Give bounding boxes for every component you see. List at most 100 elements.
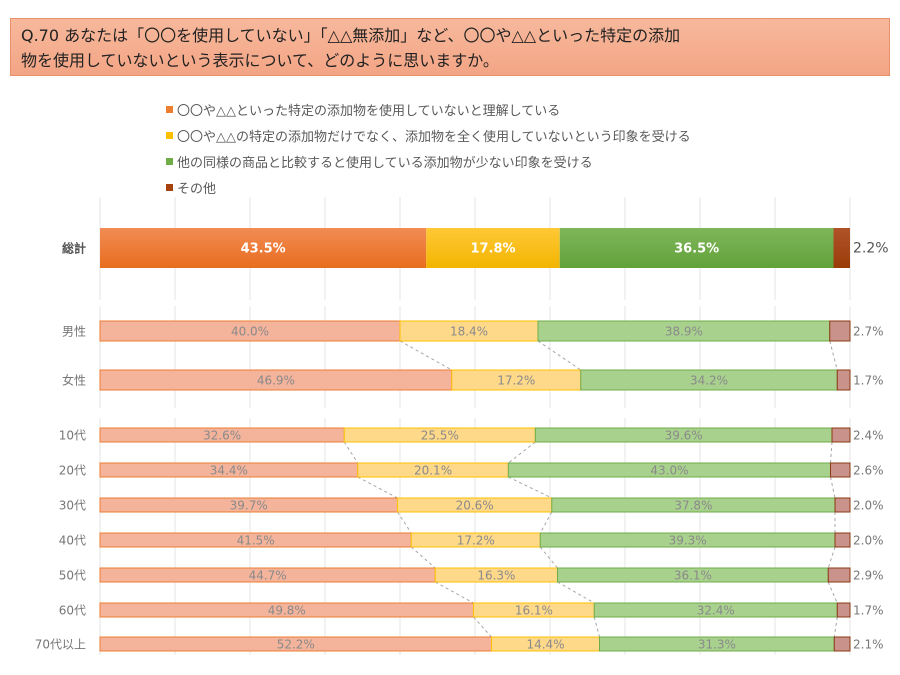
data-label: 18.4%: [450, 325, 488, 339]
category-label: 50代: [59, 569, 86, 583]
series-connector-line: [357, 476, 398, 499]
legend-item-understand: 〇〇や△△といった特定の添加物を使用していないと理解している: [166, 96, 691, 122]
question-title-line-1: Q.70 あなたは「〇〇を使用していない」「△△無添加」など、〇〇や△△といった…: [21, 26, 681, 45]
legend-item-other: その他: [166, 174, 691, 200]
data-label: 40.0%: [231, 325, 269, 339]
series-connector-line: [539, 546, 558, 569]
series-connector-line: [833, 616, 838, 638]
category-label: 30代: [59, 499, 86, 513]
data-label: 43.0%: [650, 464, 688, 478]
data-label-other: 2.7%: [853, 325, 884, 339]
data-label: 38.9%: [665, 325, 703, 339]
data-label: 17.2%: [457, 534, 495, 548]
series-connector-line: [827, 581, 838, 604]
data-label: 17.8%: [470, 242, 515, 257]
legend-item-no-additives-impression: 〇〇や△△の特定の添加物だけでなく、添加物を全く使用していないという印象を受ける: [166, 122, 691, 148]
legend-label: 〇〇や△△の特定の添加物だけでなく、添加物を全く使用していないという印象を受ける: [177, 129, 691, 145]
series-connector-line: [508, 441, 536, 464]
category-label: 男性: [62, 325, 86, 339]
category-label: 20代: [59, 464, 86, 478]
data-label: 39.6%: [665, 429, 703, 443]
legend-label: その他: [177, 181, 217, 197]
data-label-other: 2.6%: [853, 464, 884, 478]
data-label-other: 2.4%: [853, 429, 884, 443]
data-label-other: 1.7%: [853, 604, 884, 618]
bar-segment: [836, 602, 851, 618]
data-label: 36.1%: [674, 569, 712, 583]
data-label: 43.5%: [241, 242, 286, 257]
bar-segment: [834, 532, 851, 548]
series-connector-line: [557, 581, 595, 604]
labels: 43.5% 17.8% 36.5% 2.2% 総計 40.0% 18.4% 38.9% 2.7%…: [35, 241, 889, 652]
data-label: 20.1%: [414, 464, 452, 478]
series-connector-line: [508, 476, 553, 499]
question-title-box: Q.70 あなたは「〇〇を使用していない」「△△無添加」など、〇〇や△△といった…: [10, 18, 890, 76]
data-label: 34.2%: [690, 374, 728, 388]
category-label: 40代: [59, 534, 86, 548]
bar-segment: [830, 462, 851, 478]
data-label: 39.7%: [230, 499, 268, 513]
bar-segment: [827, 567, 851, 583]
bar-segment: [559, 228, 834, 268]
data-label-other: 2.9%: [853, 569, 884, 583]
bar-segment: [831, 427, 851, 443]
legend-item-fewer-additives-impression: 他の同様の商品と比較すると使用している添加物が少ない印象を受ける: [166, 148, 691, 174]
data-label: 32.4%: [697, 604, 735, 618]
data-label: 41.5%: [237, 534, 275, 548]
series-connector-line: [593, 616, 600, 638]
series-connector-line: [410, 546, 436, 569]
series-connector-line: [829, 340, 838, 371]
data-label: 31.3%: [698, 638, 736, 652]
legend-swatch-brown: [166, 183, 173, 191]
bars: [99, 228, 851, 652]
data-label: 49.8%: [268, 604, 306, 618]
legend-label: 他の同様の商品と比較すると使用している添加物が少ない印象を受ける: [177, 155, 593, 171]
series-connector-line: [539, 511, 553, 534]
series-connector-line: [343, 441, 359, 464]
data-label: 16.1%: [515, 604, 553, 618]
bar-segment: [834, 497, 851, 513]
data-label-other: 1.7%: [853, 374, 884, 388]
data-label: 34.4%: [210, 464, 248, 478]
data-label: 20.6%: [456, 499, 494, 513]
category-label: 60代: [59, 604, 86, 618]
data-label: 17.2%: [497, 374, 535, 388]
bar-segment: [836, 369, 851, 391]
data-label-other: 2.2%: [853, 241, 889, 257]
data-label-other: 2.0%: [853, 534, 884, 548]
data-label: 25.5%: [421, 429, 459, 443]
legend-swatch-yellow: [166, 131, 173, 139]
bar-segment: [100, 228, 427, 268]
category-label: 10代: [59, 429, 86, 443]
legend-label: 〇〇や△△といった特定の添加物を使用していないと理解している: [177, 103, 561, 119]
data-label: 37.8%: [674, 499, 712, 513]
category-label: 70代以上: [35, 638, 86, 652]
category-label: 女性: [62, 373, 86, 388]
legend-swatch-green: [166, 157, 173, 165]
data-label: 32.6%: [203, 429, 241, 443]
chart-legend: 〇〇や△△といった特定の添加物を使用していないと理解している 〇〇や△△の特定の…: [166, 96, 691, 200]
series-connector-line: [397, 511, 412, 534]
bar-segment: [833, 636, 851, 652]
data-label: 46.9%: [257, 374, 295, 388]
series-connector-line: [435, 581, 474, 604]
bar-segment: [829, 320, 851, 342]
series-connector-line: [537, 340, 582, 371]
data-label: 16.3%: [477, 569, 515, 583]
bar-segment: [833, 228, 850, 268]
category-label: 総計: [62, 241, 86, 256]
data-label: 52.2%: [277, 638, 315, 652]
series-connectors: [343, 340, 838, 638]
data-label: 39.3%: [669, 534, 707, 548]
data-label: 36.5%: [674, 242, 719, 257]
series-connector-line: [827, 546, 836, 569]
data-label: 44.7%: [249, 569, 287, 583]
series-connector-line: [399, 340, 452, 371]
series-connector-line: [830, 476, 836, 499]
question-title-line-2: 物を使用していないという表示について、どのように思いますか。: [21, 51, 499, 70]
series-connector-line: [473, 616, 492, 638]
legend-swatch-orange: [166, 105, 173, 113]
bar-segment: [426, 228, 560, 268]
series-connector-line: [830, 441, 833, 464]
